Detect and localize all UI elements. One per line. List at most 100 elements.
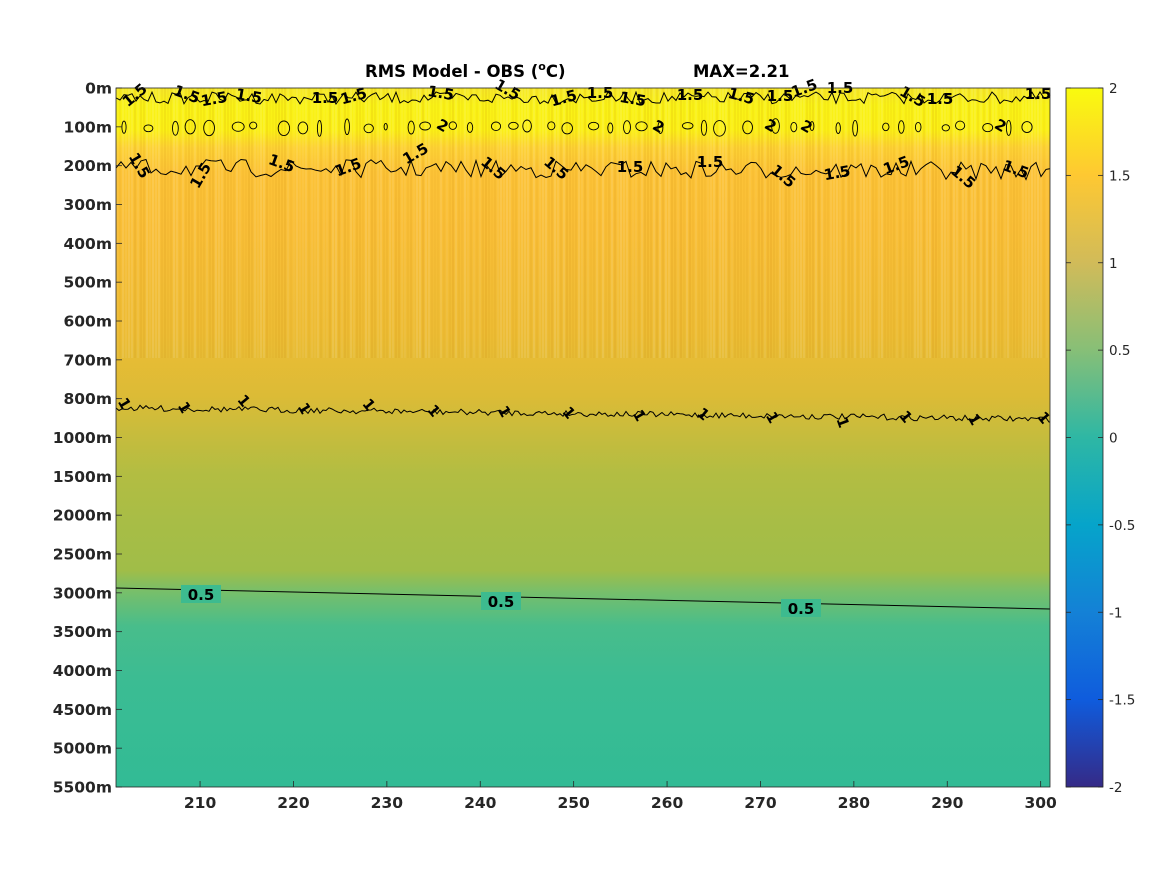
variability-stripe: [260, 88, 262, 358]
variability-stripe: [593, 88, 595, 358]
contour-2-cell: [700, 119, 708, 136]
variability-stripe: [302, 88, 304, 358]
variability-stripe: [455, 88, 457, 358]
x-tick-label: 220: [277, 794, 310, 812]
variability-stripe: [374, 88, 376, 358]
variability-stripe: [1007, 88, 1009, 358]
variability-stripe: [1040, 88, 1042, 358]
variability-stripe: [1010, 88, 1012, 358]
variability-stripe: [812, 88, 814, 358]
variability-stripe: [1046, 88, 1048, 358]
variability-stripe: [716, 88, 718, 358]
variability-stripe: [932, 88, 934, 358]
variability-stripe: [524, 88, 526, 358]
variability-stripe: [776, 88, 778, 358]
variability-stripe: [425, 88, 427, 358]
variability-stripe: [881, 88, 883, 358]
variability-stripe: [623, 88, 625, 358]
variability-stripe: [206, 88, 208, 358]
colorbar-tick-label: -0.5: [1109, 518, 1135, 534]
contour-2-cell: [231, 121, 245, 132]
variability-stripe: [461, 88, 463, 358]
variability-stripe: [590, 88, 592, 358]
variability-stripe: [629, 88, 631, 358]
variability-stripe: [137, 88, 139, 358]
variability-stripe: [836, 88, 838, 358]
variability-stripe: [533, 88, 535, 358]
y-tick-label: 100m: [63, 118, 112, 136]
variability-stripe: [398, 88, 400, 358]
variability-stripe: [749, 88, 751, 358]
variability-stripe: [1013, 88, 1015, 358]
variability-stripe: [674, 88, 676, 358]
contour-label-bg: [181, 585, 221, 603]
variability-stripe: [878, 88, 880, 358]
variability-stripe: [509, 88, 511, 358]
variability-stripe: [752, 88, 754, 358]
variability-stripe: [143, 88, 145, 358]
variability-stripe: [977, 88, 979, 358]
variability-stripe: [218, 88, 220, 358]
variability-stripe: [230, 88, 232, 358]
variability-stripe: [395, 88, 397, 358]
contour-2-cell: [982, 123, 994, 133]
variability-stripe: [299, 88, 301, 358]
contour-label-1-5: 1.5: [677, 86, 704, 104]
variability-stripe: [800, 88, 802, 358]
variability-stripe: [380, 88, 382, 358]
variability-stripe: [476, 88, 478, 358]
variability-stripe: [728, 88, 730, 358]
variability-stripe: [194, 88, 196, 358]
variability-stripe: [179, 88, 181, 358]
contour-2-cell: [249, 121, 258, 130]
variability-stripe: [1031, 88, 1033, 358]
variability-stripe: [365, 88, 367, 358]
variability-stripe: [896, 88, 898, 358]
contour-2-cell: [383, 122, 388, 131]
variability-stripe: [164, 88, 166, 358]
variability-stripe: [167, 88, 169, 358]
variability-stripe: [632, 88, 634, 358]
x-tick-label: 280: [838, 794, 871, 812]
contour-label-1-5: 1.5: [618, 88, 647, 110]
variability-stripe: [569, 88, 571, 358]
variability-stripe: [911, 88, 913, 358]
variability-stripe: [236, 88, 238, 358]
variability-stripe: [149, 88, 151, 358]
variability-stripe: [1043, 88, 1045, 358]
contour-0-5: [116, 587, 1050, 610]
variability-stripe: [320, 88, 322, 358]
variability-stripe: [743, 88, 745, 358]
variability-stripe: [521, 88, 523, 358]
variability-stripe: [1037, 88, 1039, 358]
contour-label-1-5: 1.5: [234, 85, 263, 107]
x-tick-label: 250: [557, 794, 590, 812]
contour-2-cell: [466, 122, 474, 133]
contour-2-cell: [898, 120, 905, 134]
variability-stripe: [140, 88, 142, 358]
variability-stripe: [974, 88, 976, 358]
variability-stripe: [746, 88, 748, 358]
colorbar-tick-label: -2: [1109, 780, 1122, 796]
contour-2-cell: [588, 121, 600, 131]
variability-stripe: [353, 88, 355, 358]
contour-label-1-5: 1.5: [767, 87, 794, 105]
variability-stripe: [437, 88, 439, 358]
contour-label-1-5: 1.5: [927, 90, 954, 108]
variability-stripe: [737, 88, 739, 358]
variability-stripe: [467, 88, 469, 358]
contour-2-cell: [184, 119, 196, 135]
variability-stripe: [713, 88, 715, 358]
variability-stripe: [233, 88, 235, 358]
contour-2-cell: [852, 119, 858, 137]
y-tick-label: 600m: [63, 313, 112, 331]
y-tick-label: 800m: [63, 390, 112, 408]
variability-stripe: [821, 88, 823, 358]
variability-stripe: [767, 88, 769, 358]
contour-2-cell: [941, 124, 950, 132]
variability-stripe: [686, 88, 688, 358]
variability-stripe: [833, 88, 835, 358]
variability-stripe: [722, 88, 724, 358]
x-tick-label: 300: [1024, 794, 1057, 812]
contour-2-cell: [490, 121, 502, 132]
